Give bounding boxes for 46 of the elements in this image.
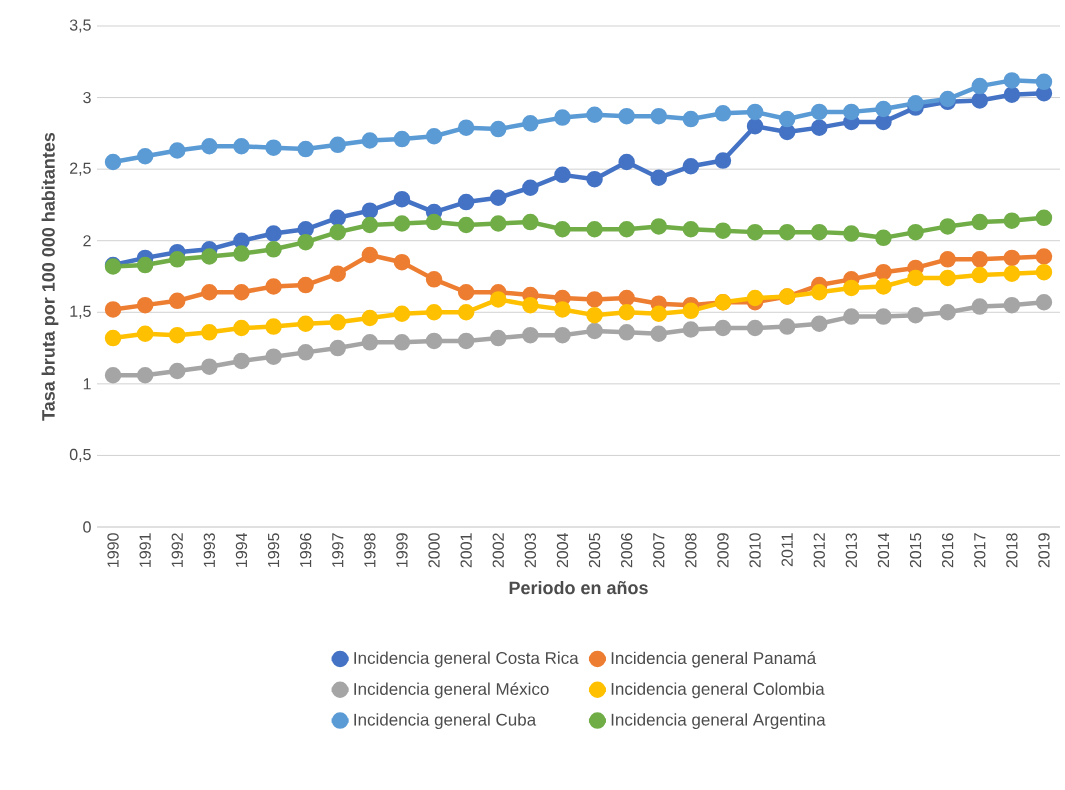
- x-tick-label: 2005: [588, 533, 601, 568]
- x-tick-label: 2014: [877, 533, 890, 568]
- x-tick-label: 2004: [556, 533, 569, 568]
- x-tick-label: 1992: [171, 533, 183, 567]
- legend-label: Incidencia general México: [354, 682, 549, 699]
- x-tick-label: 1991: [139, 533, 151, 567]
- x-tick-label: 2016: [942, 533, 954, 568]
- x-tick-label: 1999: [396, 533, 408, 567]
- y-tick-label: 3: [83, 91, 91, 104]
- legend-label: Incidencia general Cuba: [354, 713, 537, 730]
- x-tick-label: 1996: [299, 533, 312, 567]
- x-tick-label: 2010: [749, 533, 761, 568]
- y-tick-label: 2,5: [70, 162, 91, 176]
- x-axis-title: Periodo en años: [509, 580, 648, 595]
- y-tick-label: 0: [83, 521, 91, 533]
- x-tick-label: 2018: [1006, 533, 1018, 568]
- x-tick-label: 1990: [107, 533, 119, 567]
- x-tick-label: 2017: [974, 533, 986, 568]
- x-tick-label: 2000: [428, 533, 440, 568]
- y-tick-label: 2: [83, 235, 91, 247]
- x-tick-label: 2008: [685, 533, 697, 568]
- legend-label: Incidencia general Colombia: [611, 682, 825, 699]
- x-tick-label: 2006: [620, 533, 633, 568]
- x-tick-label: 1993: [203, 533, 216, 567]
- y-tick-label: 1: [83, 378, 91, 390]
- legend-label: Incidencia general Argentina: [611, 713, 826, 730]
- x-tick-label: 2009: [717, 533, 729, 568]
- x-tick-label: 2011: [781, 533, 793, 567]
- x-tick-label: 2001: [460, 533, 472, 568]
- y-tick-label: 1,5: [70, 305, 91, 319]
- x-tick-label: 1995: [267, 533, 280, 567]
- x-tick-label: 2012: [813, 533, 825, 568]
- x-tick-label: 2002: [492, 533, 504, 568]
- y-tick-label: 3,5: [69, 19, 91, 33]
- x-tick-label: 1998: [364, 533, 376, 567]
- x-tick-label: 2003: [524, 533, 537, 568]
- legend-label: Incidencia general Panamá: [611, 651, 817, 668]
- x-tick-label: 1997: [332, 533, 344, 567]
- y-tick-label: 0,5: [69, 448, 91, 463]
- x-tick-label: 2015: [909, 533, 922, 568]
- x-tick-label: 2013: [845, 533, 858, 568]
- y-axis-title: Tasa bruta por 100 000 habitantes: [41, 132, 59, 421]
- x-tick-label: 2019: [1038, 533, 1050, 568]
- x-tick-label: 1994: [235, 533, 248, 567]
- x-tick-label: 2007: [653, 533, 665, 568]
- legend-label: Incidencia general Costa Rica: [354, 651, 579, 668]
